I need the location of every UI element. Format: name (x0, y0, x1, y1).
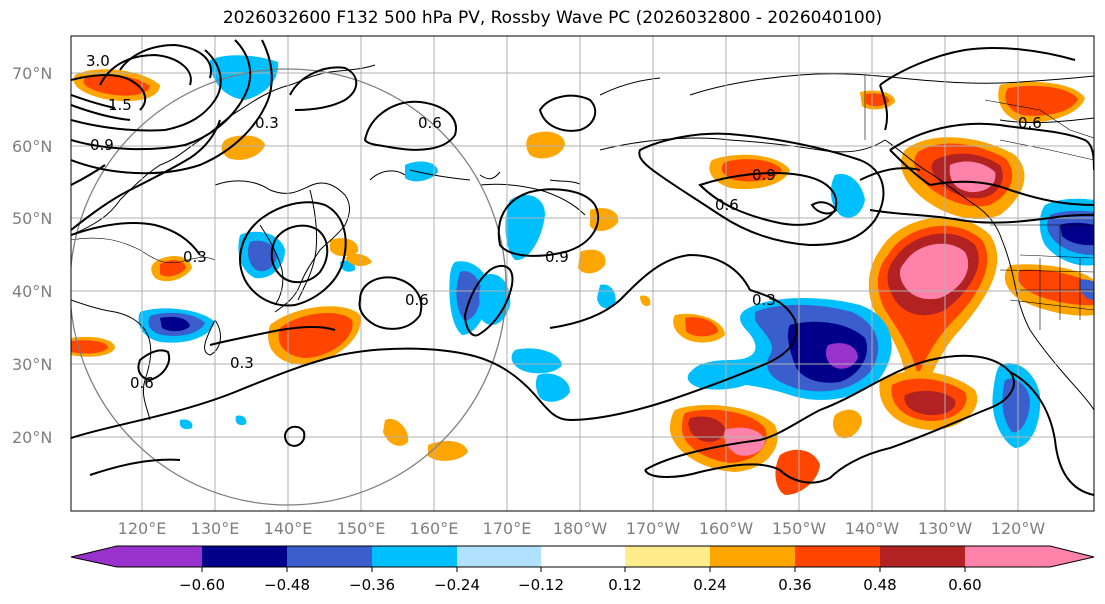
colorbar-segment (541, 546, 625, 567)
lon-label: 120°E (118, 519, 167, 538)
contour-label: 0.6 (418, 114, 442, 132)
lat-label: 40°N (12, 282, 52, 301)
contour-label: 0.9 (545, 248, 569, 266)
lat-label: 60°N (12, 137, 52, 156)
contour-label: 0.3 (183, 248, 207, 266)
contour-label: 0.6 (1018, 114, 1042, 132)
lon-label: 120°W (991, 519, 1046, 538)
map-title: 2026032600 F132 500 hPa PV, Rossby Wave … (222, 8, 883, 28)
pv-contours (71, 39, 1094, 496)
colorbar-segment (625, 546, 710, 567)
contour-label: 0.9 (752, 166, 776, 184)
contour-label: 0.3 (752, 291, 776, 309)
lon-label: 170°W (626, 519, 681, 538)
colorbar-tick: −0.12 (518, 576, 564, 594)
contour-label: 1.5 (108, 96, 132, 114)
colorbar-outline (70, 545, 1095, 568)
contour-label: 3.0 (86, 52, 110, 70)
lat-label: 30°N (12, 355, 52, 374)
lon-label: 130°E (191, 519, 240, 538)
longitude-labels: 120°E 130°E 140°E 150°E 160°E 170°E 180°… (118, 519, 1046, 538)
lon-label: 140°E (264, 519, 313, 538)
contour-labels: 3.0 1.5 0.3 0.6 0.9 0.3 0.6 0.9 0.6 0.3 … (86, 52, 1042, 392)
colorbar-tick: 0.24 (693, 576, 726, 594)
gridlines (71, 36, 1094, 511)
colorbar-segment (372, 546, 457, 567)
lat-label: 70°N (12, 64, 52, 83)
contour-label: 0.3 (230, 354, 254, 372)
contour-label: 0.6 (405, 291, 429, 309)
lon-label: 160°W (699, 519, 754, 538)
lon-label: 150°W (772, 519, 827, 538)
colorbar-tick: 0.12 (608, 576, 641, 594)
contour-label: 0.9 (90, 136, 114, 154)
lon-label: 180°W (553, 519, 608, 538)
political-borders (71, 75, 1094, 330)
colorbar-tick: −0.48 (264, 576, 310, 594)
lon-label: 140°W (845, 519, 900, 538)
lat-label: 20°N (12, 428, 52, 447)
colorbar-segment (880, 546, 965, 567)
lat-label: 50°N (12, 209, 52, 228)
colorbar-tick: −0.36 (349, 576, 395, 594)
region-circle (71, 68, 507, 506)
contour-label: 0.3 (255, 114, 279, 132)
map-frame (70, 35, 1095, 512)
coastlines (71, 64, 1094, 421)
colorbar-segment (117, 546, 202, 567)
colorbar-tick: −0.60 (179, 576, 225, 594)
colorbar-segment (287, 546, 372, 567)
colorbar-segment (202, 546, 287, 567)
anomaly-shading (71, 55, 1094, 495)
colorbar-segment (965, 546, 1050, 567)
colorbar-tick: 0.60 (948, 576, 981, 594)
lon-label: 150°E (337, 519, 386, 538)
colorbar-tick: 0.48 (863, 576, 896, 594)
colorbar-tick: −0.24 (434, 576, 480, 594)
colorbar-segment (710, 546, 795, 567)
colorbar-extend-high (1050, 546, 1094, 567)
latitude-labels: 70°N 60°N 50°N 40°N 30°N 20°N (12, 64, 52, 447)
colorbar-extend-low (71, 546, 117, 567)
colorbar-segment (795, 546, 880, 567)
lon-label: 160°E (410, 519, 459, 538)
contour-label: 0.6 (715, 196, 739, 214)
colorbar: −0.60 −0.48 −0.36 −0.24 −0.12 0.12 0.24 … (70, 545, 1095, 594)
lon-label: 130°W (918, 519, 973, 538)
contour-label: 0.6 (130, 374, 154, 392)
colorbar-segment (457, 546, 541, 567)
colorbar-tick: 0.36 (778, 576, 811, 594)
lon-label: 170°E (483, 519, 532, 538)
